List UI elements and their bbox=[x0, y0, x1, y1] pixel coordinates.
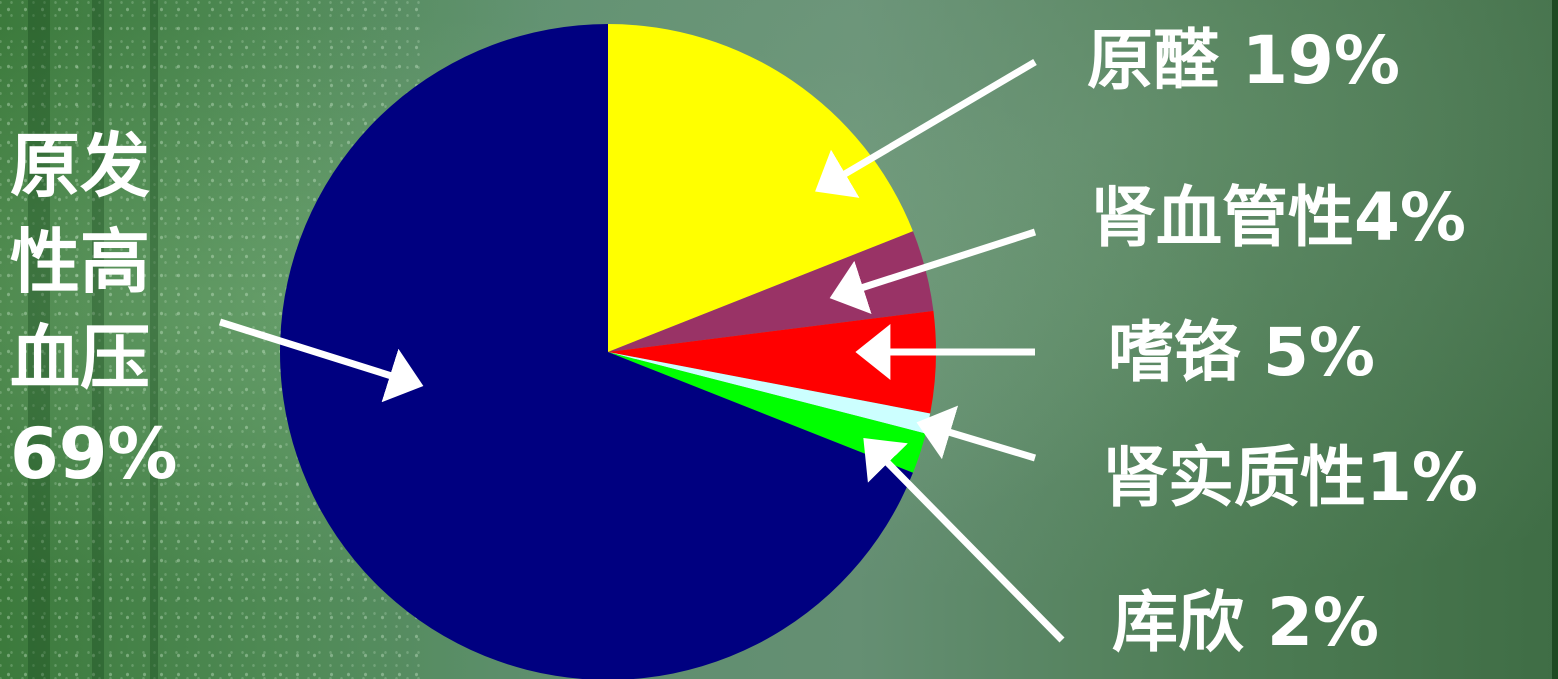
label-aldosteronism: 原醛 19% bbox=[1087, 22, 1400, 99]
pie-slice-5 bbox=[608, 352, 926, 473]
label-essential-hypertension: 原发性高血压69% bbox=[10, 125, 178, 495]
label-pheochromocytoma: 嗜铬 5% bbox=[1108, 314, 1376, 391]
label-renal-parenchymal: 肾实质性1% bbox=[1102, 439, 1479, 516]
pointer-arrows bbox=[218, 58, 1065, 643]
right-edge-bar bbox=[1552, 0, 1558, 679]
pie-slice-3 bbox=[608, 310, 936, 414]
arrow-renovascular bbox=[829, 228, 1037, 315]
pie-slice-1 bbox=[608, 24, 913, 352]
background-stripe bbox=[28, 0, 50, 679]
background-stripe bbox=[92, 0, 104, 679]
label-cushing: 库欣 2% bbox=[1112, 584, 1380, 661]
pie-slice-6 bbox=[280, 24, 913, 679]
arrow-renal-parenchymal bbox=[916, 405, 1037, 462]
label-renovascular: 肾血管性4% bbox=[1090, 179, 1467, 256]
pie-slice-4 bbox=[608, 352, 931, 434]
background-stripe bbox=[150, 0, 158, 679]
pie-slices bbox=[280, 24, 936, 679]
arrow-essential-hypertension bbox=[218, 318, 424, 403]
arrow-aldosteronism bbox=[815, 58, 1037, 198]
arrow-cushing bbox=[863, 438, 1065, 643]
